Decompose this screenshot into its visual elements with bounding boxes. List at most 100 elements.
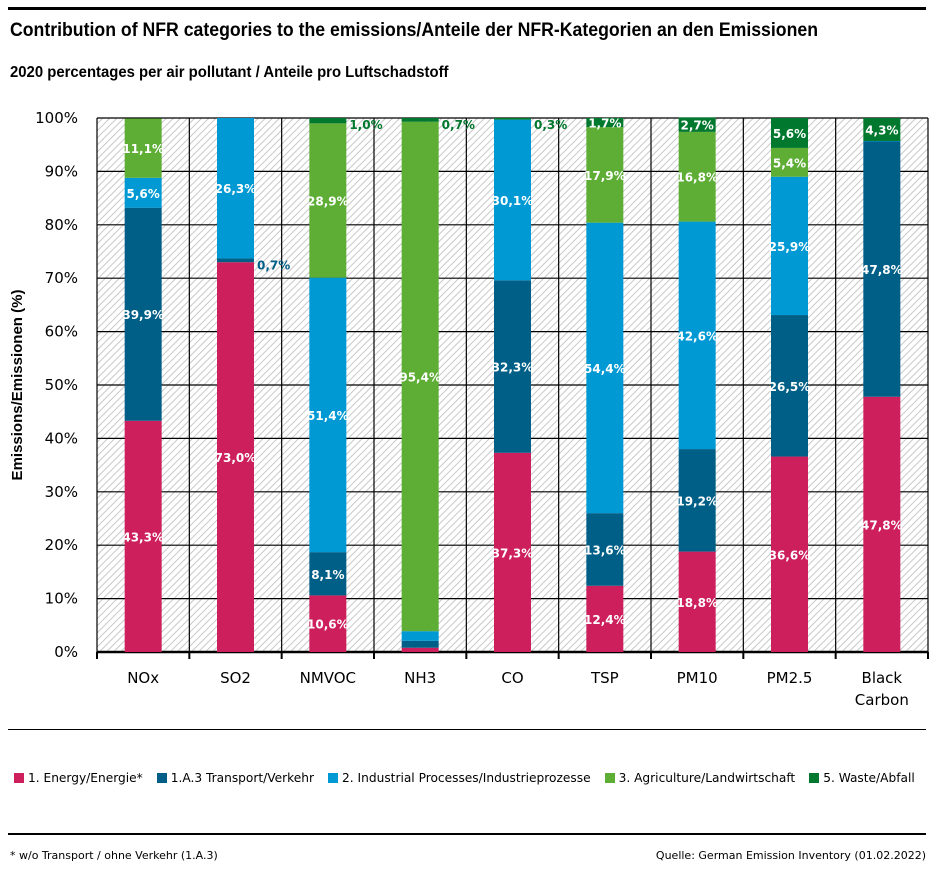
stacked-bar-chart: 0% 10% 20% 30% 40% 50% 60% 70% 80% 90% 100% NOx SO2… [9,109,929,709]
legend-bottom-rule [8,833,926,835]
data-label: 2,7% [681,119,714,133]
bar-segment [678,117,716,132]
y-tick-label: 40% [45,429,78,447]
x-tick-label: TSP [590,669,619,687]
y-tick-label: 0% [54,643,78,661]
y-tick-label: 70% [45,269,78,287]
legend-item: 3. Agriculture/Landwirtschaft [604,771,795,785]
data-label: 54,4% [584,362,626,376]
bar-segment [771,147,808,177]
y-tick-label: 60% [45,323,78,341]
bar-segment [309,118,347,124]
bar-segment [771,118,808,148]
data-label: 51,4% [307,409,349,423]
bar-segment [401,118,439,122]
legend-label: 5. Waste/Abfall [823,771,915,785]
data-label: 47,8% [861,263,903,277]
chart-subtitle: 2020 percentages per air pollutant / Ant… [10,64,449,81]
source-note: Quelle: German Emission Inventory (01.02… [655,849,926,862]
bar-segment [863,396,901,652]
data-label: 25,9% [769,240,811,254]
bar-segment [586,222,624,514]
data-label: 26,5% [769,380,811,394]
bar-segment [863,118,901,141]
bar-segment [494,119,531,281]
legend-swatch [328,773,339,783]
data-label: 43,3% [122,530,164,544]
x-tick-label: Carbon [855,691,909,709]
x-tick-label: PM10 [677,669,718,687]
bar-segment [586,585,624,652]
legend-item: 5. Waste/Abfall [809,771,915,785]
bar-segment [494,118,531,120]
legend-label: 1.A.3 Transport/Verkehr [170,771,315,785]
data-label: 10,6% [307,618,349,632]
bar-segment [586,118,624,128]
data-label: 0,7% [442,118,475,132]
bar-segment [863,141,901,397]
data-label: 17,9% [584,169,626,183]
x-tick-label: PM2.5 [767,669,813,687]
data-label: 39,9% [122,308,164,322]
bar-segment [217,118,254,259]
data-label: 32,3% [492,361,534,375]
bar-segment [678,551,716,652]
chart-title: Contribution of NFR categories to the em… [10,20,819,41]
bar-segment [309,595,347,652]
bar-segment [678,221,716,450]
data-label: 5,6% [127,187,160,201]
bar-segment [494,452,531,652]
data-label: 73,0% [215,451,257,465]
legend-swatch [809,773,820,783]
bar-segment [309,123,347,278]
data-label: 8,1% [311,568,344,582]
bar-segment [217,262,254,652]
legend-label: 1. Energy/Energie* [28,771,143,785]
data-label: 4,3% [865,123,898,137]
data-label: 36,6% [769,548,811,562]
data-label: 18,8% [676,596,718,610]
bar-segment [771,456,808,652]
data-label: 12,4% [584,613,626,627]
x-tick-label: Black [862,669,903,687]
bar-segment [586,127,624,223]
bar-segment [217,258,254,263]
x-tick-label: SO2 [220,669,251,687]
bar-segment [124,207,162,421]
bar-segment [124,420,162,652]
bar-segment [771,176,808,316]
x-tick-label: NMVOC [300,669,356,687]
bar-segment [678,449,716,552]
y-tick-label: 90% [45,162,78,180]
y-tick-label: 10% [45,590,78,608]
data-label: 16,8% [676,171,718,185]
legend-swatch [604,773,615,783]
bar-segment [401,121,439,632]
data-label: 19,2% [676,494,718,508]
legend: 1. Energy/Energie* 1.A.3 Transport/Verkeh… [14,771,915,785]
data-label: 5,4% [773,156,806,170]
y-tick-label: 30% [45,483,78,501]
top-rule [8,7,926,10]
data-label: 95,4% [399,370,441,384]
footnote: * w/o Transport / ohne Verkehr (1.A.3) [10,849,218,862]
bar-segment [863,140,901,142]
bar-segment [401,647,439,652]
data-label: 42,6% [676,329,718,343]
data-label: 1,0% [349,118,382,132]
y-tick-label: 100% [35,109,78,127]
x-tick-label: CO [501,669,523,687]
bar-segment [124,177,162,208]
data-label: 47,8% [861,518,903,532]
bar-segment [771,315,808,457]
bar-segment [124,118,162,178]
bar-segment [309,277,347,553]
y-tick-label: 20% [45,536,78,554]
legend-label: 2. Industrial Processes/Industrieprozess… [342,771,591,785]
legend-item: 2. Industrial Processes/Industrieprozess… [328,771,591,785]
x-tick-label: NH3 [404,669,436,687]
x-tick-label: NOx [127,669,159,687]
legend-item: 1.A.3 Transport/Verkehr [156,771,315,785]
legend-swatch [156,773,167,783]
bar-segment [678,131,716,222]
